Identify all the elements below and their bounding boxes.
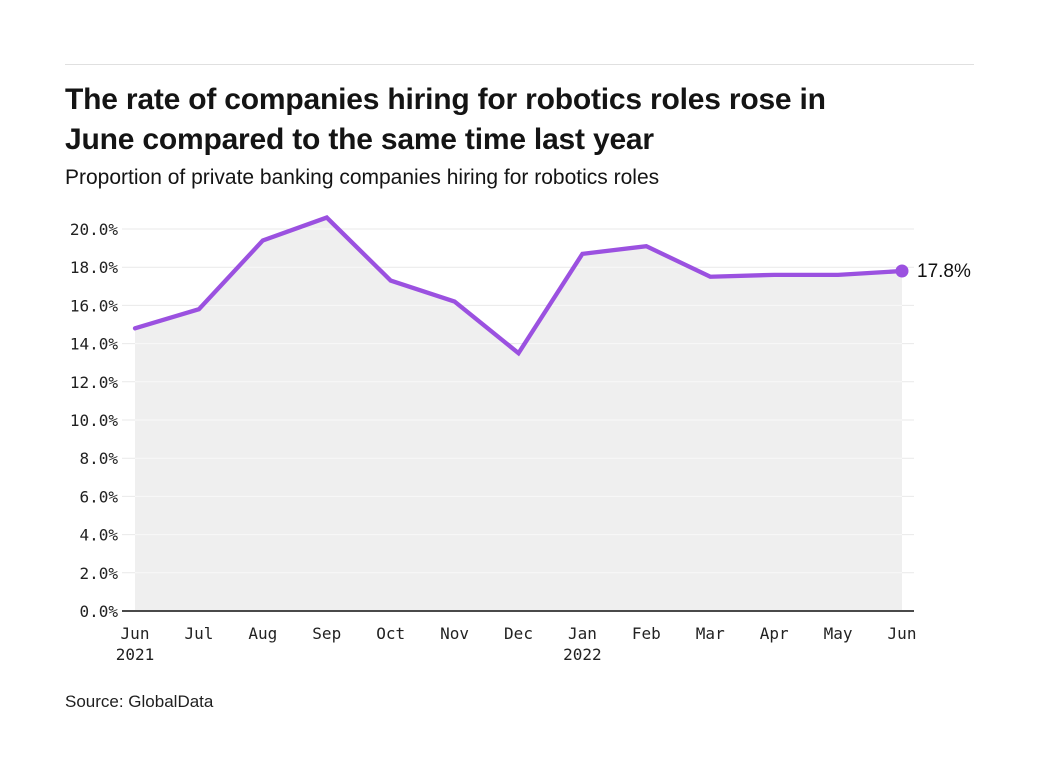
y-tick-label: 4.0% xyxy=(79,526,118,545)
y-tick-label: 0.0% xyxy=(79,602,118,621)
x-tick-year-label: 2022 xyxy=(563,645,602,664)
x-tick-label: Jun xyxy=(121,624,150,643)
y-tick-label: 2.0% xyxy=(79,564,118,583)
y-tick-label: 12.0% xyxy=(70,373,119,392)
y-tick-label: 6.0% xyxy=(79,487,118,506)
end-point-marker xyxy=(895,264,909,278)
x-tick-label: Jul xyxy=(184,624,213,643)
y-tick-label: 8.0% xyxy=(79,449,118,468)
x-tick-label: Oct xyxy=(376,624,405,643)
page-title-line2: June compared to the same time last year xyxy=(65,123,654,156)
y-tick-label: 14.0% xyxy=(70,335,119,354)
x-tick-label: Feb xyxy=(632,624,661,643)
y-tick-label: 18.0% xyxy=(70,258,119,277)
x-tick-label: Jun xyxy=(888,624,917,643)
source-credit: Source: GlobalData xyxy=(65,692,214,711)
area-fill xyxy=(135,217,902,612)
x-tick-label: Dec xyxy=(504,624,533,643)
page-title-line1: The rate of companies hiring for robotic… xyxy=(65,83,826,116)
x-tick-label: May xyxy=(824,624,853,643)
y-tick-label: 20.0% xyxy=(70,220,119,239)
trend-line xyxy=(132,215,905,357)
y-tick-label: 10.0% xyxy=(70,411,119,430)
x-tick-label: Apr xyxy=(760,624,789,643)
end-value-label: 17.8% xyxy=(917,261,971,282)
x-tick-label: Aug xyxy=(248,624,277,643)
x-tick-label: Nov xyxy=(440,624,469,643)
x-tick-label: Sep xyxy=(312,624,341,643)
page-title: The rate of companies hiring for robotic… xyxy=(65,80,985,160)
x-tick-label: Jan xyxy=(568,624,597,643)
x-tick-year-label: 2021 xyxy=(116,645,155,664)
y-tick-label: 16.0% xyxy=(70,296,119,315)
chart-subtitle: Proportion of private banking companies … xyxy=(65,166,660,189)
top-divider xyxy=(65,64,974,65)
x-tick-label: Mar xyxy=(696,624,725,643)
